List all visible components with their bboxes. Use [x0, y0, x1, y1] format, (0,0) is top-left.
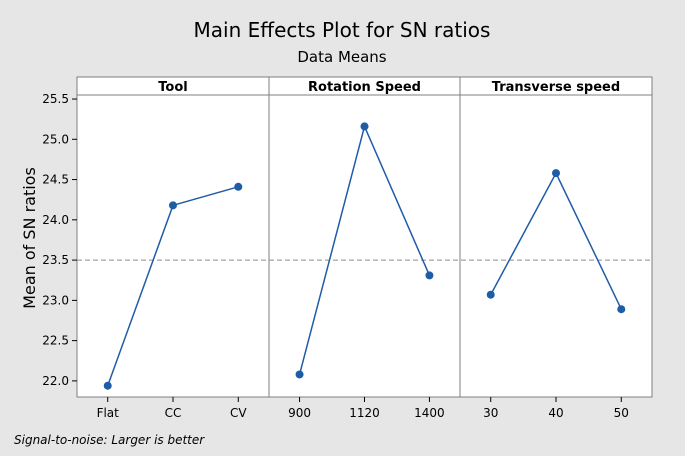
data-point [486, 290, 495, 299]
plot-area: 22.0 22.5 23.0 23.5 24.0 24.5 25.0 25.5 Tool Flat… [42, 76, 653, 420]
y-tick-label: 22.5 [42, 334, 69, 348]
data-point [169, 201, 177, 210]
panel-label: Transverse speed [492, 80, 620, 95]
y-tick-label: 24.0 [42, 213, 69, 227]
data-point [295, 370, 304, 379]
chart-subtitle: Data Means [297, 48, 386, 66]
x-tick-label: CV [230, 406, 247, 420]
data-point [103, 381, 112, 390]
y-axis-label: Mean of SN ratios [20, 167, 39, 309]
panel-label: Rotation Speed [308, 80, 421, 95]
x-tick-label: 1120 [349, 406, 380, 420]
data-point [234, 182, 243, 191]
y-tick-label: 22.0 [42, 374, 69, 388]
x-tick-label: 900 [288, 406, 311, 420]
x-tick-label: 50 [614, 406, 629, 420]
x-tick-label: 30 [483, 406, 498, 420]
data-point [360, 122, 369, 131]
y-tick-label: 25.5 [42, 92, 69, 106]
footnote: Signal-to-noise: Larger is better [14, 433, 205, 447]
data-point [617, 305, 626, 314]
x-tick-label: Flat [97, 406, 120, 420]
x-tick-label: 40 [548, 406, 563, 420]
data-point [425, 271, 434, 280]
y-tick-label: 25.0 [42, 132, 69, 146]
chart-title: Main Effects Plot for SN ratios [194, 18, 491, 42]
x-tick-label: 1400 [414, 406, 445, 420]
data-point [552, 169, 560, 178]
panel-label: Tool [158, 80, 187, 95]
x-tick-label: CC [165, 406, 182, 420]
y-tick-label: 23.5 [42, 253, 69, 267]
y-tick-label: 23.0 [42, 293, 69, 307]
y-tick-label: 24.5 [42, 173, 69, 187]
